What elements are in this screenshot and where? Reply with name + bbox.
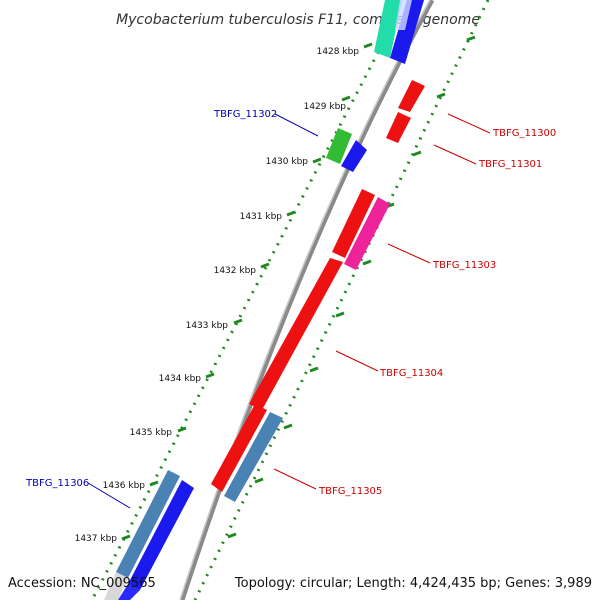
gene-tbfg-11302-blue[interactable] <box>341 140 367 172</box>
label-tbfg-11303[interactable]: TBFG_11303 <box>432 260 496 271</box>
tick-mark-1437 <box>121 534 131 541</box>
gene-tbfg-11304[interactable] <box>332 189 375 258</box>
tick-label-1435: 1435 kbp <box>130 428 173 438</box>
label-tbfg-11300[interactable]: TBFG_11300 <box>492 128 556 139</box>
tick-label-1431: 1431 kbp <box>240 212 283 222</box>
outer-dotted-track <box>193 0 490 600</box>
gene-tbfg-11301[interactable] <box>386 112 411 143</box>
tick-mark-1431 <box>286 210 296 217</box>
gene-tbfg-11303[interactable] <box>344 197 390 270</box>
tick-label-1432: 1432 kbp <box>214 266 257 276</box>
label-tbfg-11306[interactable]: TBFG_11306 <box>25 478 89 489</box>
tick-mark-1433 <box>233 318 243 325</box>
tick-label-1433: 1433 kbp <box>186 321 229 331</box>
accession-text: Accession: NC_009565 <box>8 576 156 591</box>
gene-tbfg-11302-green[interactable] <box>326 128 352 164</box>
tick-label-1436: 1436 kbp <box>103 481 146 491</box>
tick-mark-1430 <box>312 157 322 164</box>
leader-tbfg-11303 <box>387 243 431 264</box>
inner-dotted-track <box>90 19 397 600</box>
gene-tbfg-11306-blue[interactable] <box>128 480 194 590</box>
tick-mark-1435 <box>177 426 187 433</box>
leader-tbfg-11300 <box>447 113 491 134</box>
tick-mark-1432 <box>260 262 270 269</box>
tick-label-1430: 1430 kbp <box>266 157 309 167</box>
leader-tbfg-11305 <box>273 468 317 490</box>
ticks: 1428 kbp 1429 kbp 1430 kbp 1431 kbp 1432… <box>75 42 373 544</box>
gene-tbfg-11300[interactable] <box>398 80 425 112</box>
tick-mark-1436 <box>149 480 159 487</box>
leader-tbfg-11306 <box>87 482 131 509</box>
gene-tbfg-11305-steel[interactable] <box>224 412 283 502</box>
tick-mark-1428 <box>363 42 373 49</box>
label-tbfg-11304[interactable]: TBFG_11304 <box>379 368 443 379</box>
tick-label-1428: 1428 kbp <box>317 47 360 57</box>
gene-tbfg-11305-red[interactable] <box>211 404 267 492</box>
gene-blue-top[interactable] <box>390 0 424 64</box>
leader-tbfg-11302 <box>274 113 319 137</box>
tick-label-1429: 1429 kbp <box>304 102 347 112</box>
gene-tbfg-11304-body[interactable] <box>249 258 343 410</box>
label-tbfg-11301[interactable]: TBFG_11301 <box>478 159 542 170</box>
outer-track-ticks <box>227 35 476 539</box>
label-tbfg-11302[interactable]: TBFG_11302 <box>213 109 277 120</box>
leader-tbfg-11301 <box>433 144 477 165</box>
tick-mark-1429 <box>341 95 351 102</box>
tick-label-1437: 1437 kbp <box>75 534 118 544</box>
label-tbfg-11305[interactable]: TBFG_11305 <box>318 486 382 497</box>
topology-text: Topology: circular; Length: 4,424,435 bp… <box>234 576 592 591</box>
leader-tbfg-11304 <box>335 350 379 372</box>
tick-label-1434: 1434 kbp <box>159 374 202 384</box>
gene-tbfg-11306-steel[interactable] <box>116 470 180 578</box>
genome-backbone <box>179 0 435 600</box>
gene-teal-top[interactable] <box>374 0 402 58</box>
tick-mark-1434 <box>205 372 215 379</box>
